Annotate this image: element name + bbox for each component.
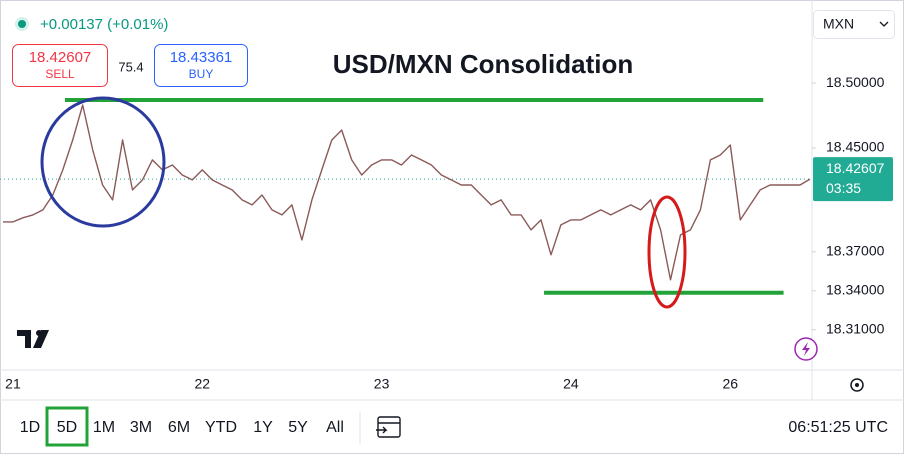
tradingview-logo-dot [36, 330, 42, 336]
dropdown-chevron [879, 21, 889, 27]
highlight-circle [40, 96, 166, 228]
clock: 06:51:25 UTC [788, 419, 888, 436]
calendar-arrow [376, 426, 388, 434]
x-tick-label: 24 [563, 376, 579, 392]
highlight-circle [647, 195, 687, 309]
x-tick-label: 26 [723, 376, 739, 392]
y-tick-label: 18.34000 [826, 282, 885, 298]
toolbar: 1D 5D 1M 3M 6M YTD 1Y 5Y All [20, 406, 344, 447]
active-range [45, 406, 89, 447]
range-button[interactable]: 1D [20, 419, 40, 436]
buy-button[interactable] [154, 44, 248, 87]
settings-icon[interactable] [850, 378, 864, 392]
x-tick-label: 21 [5, 376, 21, 392]
sell-price: 18.42607 [29, 49, 92, 66]
sell-label: SELL [45, 67, 75, 81]
calendar-icon[interactable] [377, 416, 401, 438]
range-button[interactable]: 5Y [288, 419, 308, 436]
currency: MXN [823, 16, 854, 32]
chart-title: USD/MXN Consolidation [333, 49, 633, 79]
currency-selector[interactable] [813, 10, 895, 39]
range-button[interactable]: 3M [130, 419, 152, 436]
settings-icon-center [855, 383, 859, 387]
last-price-label: 18.42607 [826, 160, 885, 176]
countdown-label: 03:35 [826, 180, 861, 196]
range-button[interactable]: 1M [93, 419, 115, 436]
range-button[interactable]: All [326, 419, 344, 436]
range-button[interactable]: YTD [205, 419, 237, 436]
x-tick-label: 22 [194, 376, 210, 392]
buy-price: 18.43361 [170, 49, 233, 66]
sell-button[interactable] [12, 44, 108, 87]
y-tick-label: 18.37000 [826, 243, 885, 259]
range-button[interactable]: 1Y [253, 419, 273, 436]
x-tick-label: 23 [374, 376, 390, 392]
change-text: +0.00137 (+0.01%) [40, 16, 168, 33]
y-tick-label: 18.45000 [826, 139, 885, 155]
last-price-box [813, 157, 893, 202]
buy-label: BUY [189, 67, 214, 81]
price-line [3, 104, 811, 281]
range-button[interactable]: 5D [57, 419, 77, 436]
y-tick-label: 18.31000 [826, 320, 885, 336]
lightning-icon [802, 342, 810, 356]
spread: 75.4 [118, 59, 143, 74]
status-dot [18, 20, 26, 28]
y-tick-label: 18.50000 [826, 74, 885, 90]
plot-area [0, 97, 812, 295]
range-button[interactable]: 6M [168, 419, 190, 436]
